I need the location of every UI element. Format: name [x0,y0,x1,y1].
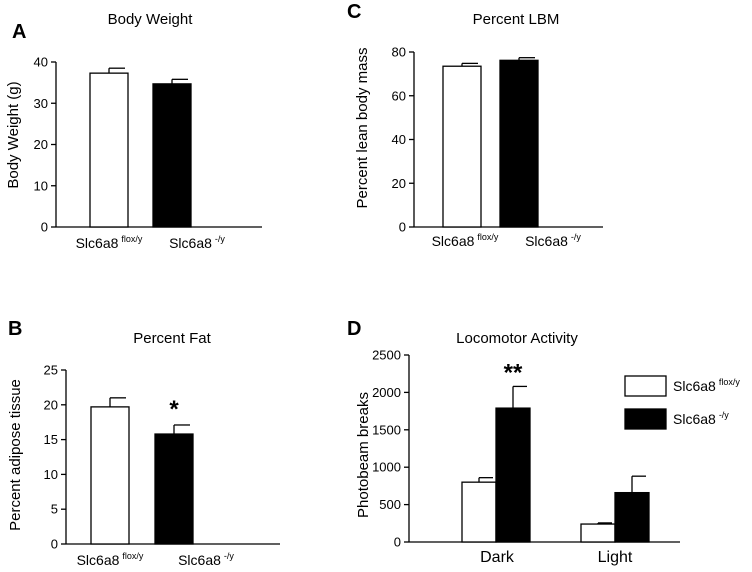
x-category-label-base: Slc6a8 [169,235,212,251]
y-tick-label: 20 [392,176,406,191]
bar [89,72,129,228]
chart-title: Body Weight [108,11,194,28]
bar [499,59,539,228]
significance-marker: * [169,396,179,423]
panel-letter: A [12,21,26,43]
bar-ko [614,491,650,543]
y-tick-label: 0 [41,220,48,235]
y-tick-label: 0 [51,537,58,552]
x-category-label-base: Slc6a8 [178,552,221,568]
legend-label-base: Slc6a8 [673,378,716,394]
y-tick-label: 60 [392,88,406,103]
bar [152,83,192,228]
x-category-label-base: Slc6a8 [432,233,475,249]
x-category-label: Slc6a8 flox/y [76,234,143,251]
y-tick-label: 15 [44,432,58,447]
y-axis-label: Photobeam breaks [355,392,372,518]
x-category-label: Slc6a8 flox/y [77,551,144,568]
y-tick-label: 20 [34,137,48,152]
y-tick-label: 5 [51,502,58,517]
y-axis-label: Percent lean body mass [354,48,371,209]
y-axis-label: Body Weight (g) [5,81,22,188]
x-category-label-superscript: flox/y [477,232,499,242]
y-tick-label: 40 [392,132,406,147]
y-tick-label: 1000 [372,460,401,475]
x-category-label-base: Slc6a8 [525,233,568,249]
bar-flox [461,481,497,543]
chart-title: Percent Fat [133,330,211,347]
chart-title: Percent LBM [473,11,560,28]
x-category-label: Slc6a8 -/y [169,234,225,251]
x-category-label-superscript: -/y [571,232,581,242]
legend-label-superscript: flox/y [719,377,741,387]
chart-panel-d: D Locomotor Activity Photobeam breaks 0 500 1… [347,318,740,566]
x-category-label-base: Slc6a8 [77,552,120,568]
y-tick-label: 1500 [372,422,401,437]
y-tick-label: 500 [379,497,401,512]
panel-letter: B [8,318,22,340]
chart-panel-c: C Percent LBM Percent lean body mass 0 20 40 6… [347,1,603,249]
x-category-label-superscript: flox/y [122,551,144,561]
y-tick-label: 30 [34,96,48,111]
y-tick-label: 10 [34,178,48,193]
panel-letter: C [347,1,361,23]
legend-label: Slc6a8 -/y [673,410,729,427]
y-tick-label: 80 [392,45,406,60]
legend-label: Slc6a8 flox/y [673,377,740,394]
x-category-label: Light [598,549,633,566]
y-tick-label: 0 [399,220,406,235]
chart-title: Locomotor Activity [456,330,578,347]
legend-swatch [624,375,667,397]
y-tick-label: 20 [44,397,58,412]
x-category-label-superscript: flox/y [121,234,143,244]
legend-label-base: Slc6a8 [673,411,716,427]
x-category-label: Slc6a8 -/y [178,551,234,568]
bar-ko [495,407,531,543]
x-category-label: Slc6a8 -/y [525,232,581,249]
y-tick-label: 25 [44,363,58,378]
chart-panel-b: B Percent Fat Percent adipose tissue 0 5 10 15… [7,318,280,568]
x-category-label-superscript: -/y [224,551,234,561]
panel-letter: D [347,318,361,340]
bar [154,433,194,545]
y-tick-label: 2500 [372,348,401,363]
x-category-label-superscript: -/y [215,234,225,244]
y-tick-label: 10 [44,467,58,482]
chart-panel-a: A Body Weight Body Weight (g) 0 10 20 30 40 Slc6… [5,11,262,251]
y-tick-label: 40 [34,55,48,70]
legend-label-superscript: -/y [719,410,729,420]
y-tick-label: 2000 [372,385,401,400]
x-category-label: Slc6a8 flox/y [432,232,499,249]
legend-swatch [624,408,667,430]
x-category-label: Dark [480,549,515,566]
x-category-label-base: Slc6a8 [76,235,119,251]
bar [90,406,130,545]
significance-marker: ** [504,359,523,386]
y-axis-label: Percent adipose tissue [7,379,24,531]
y-tick-label: 0 [394,535,401,550]
bar-flox [580,523,616,543]
bar [442,65,482,228]
